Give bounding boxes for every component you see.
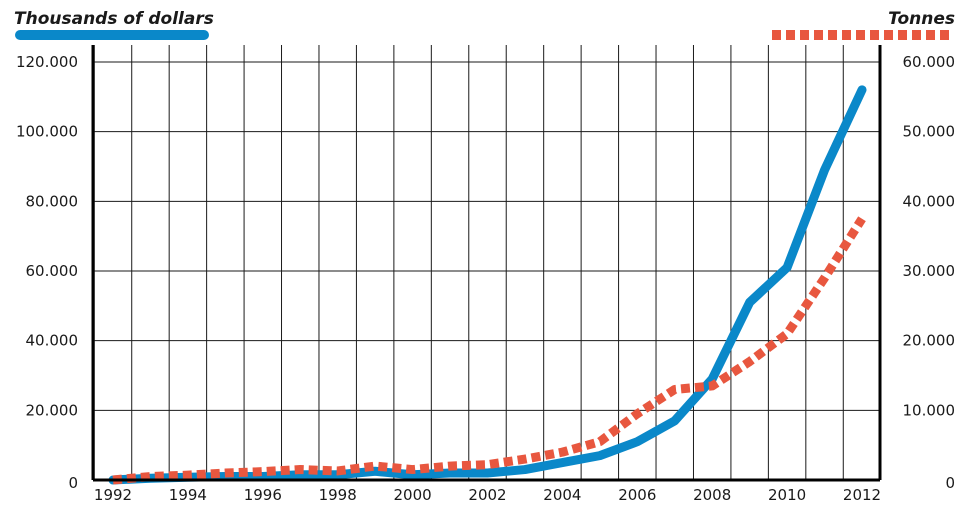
x-tick-label: 1994 bbox=[169, 486, 207, 504]
right-tick-label: 20.000 bbox=[903, 332, 956, 350]
left-tick-label: 80.000 bbox=[26, 192, 79, 210]
right-tick-label: 10.000 bbox=[903, 401, 956, 419]
left-tick-label: 20.000 bbox=[26, 401, 79, 419]
grid bbox=[93, 45, 880, 480]
right-axis-title: Tonnes bbox=[888, 9, 955, 29]
series-line-right bbox=[112, 216, 866, 485]
x-tick-label: 2008 bbox=[693, 486, 731, 504]
x-tick-label: 2002 bbox=[468, 486, 506, 504]
left-tick-label: 40.000 bbox=[26, 332, 79, 350]
x-tick-label: 1992 bbox=[94, 486, 132, 504]
x-tick-label: 2012 bbox=[843, 486, 881, 504]
left-axis-title: Thousands of dollars bbox=[14, 9, 214, 29]
x-tick-label: 2010 bbox=[768, 486, 806, 504]
x-tick-label: 2004 bbox=[543, 486, 581, 504]
right-tick-label: 30.000 bbox=[903, 262, 956, 280]
left-tick-label: 120.000 bbox=[16, 53, 78, 71]
right-tick-label: 40.000 bbox=[903, 192, 956, 210]
x-tick-label: 2006 bbox=[618, 486, 656, 504]
right-tick-label: 0 bbox=[945, 474, 955, 492]
x-tick-label: 1998 bbox=[319, 486, 357, 504]
left-tick-label: 0 bbox=[68, 474, 78, 492]
legend: Thousands of dollars Tonnes bbox=[14, 9, 955, 40]
x-tick-label: 2000 bbox=[394, 486, 432, 504]
right-tick-label: 50.000 bbox=[903, 123, 956, 141]
tick-labels: 0 20.000 40.000 60.000 80.000 100.000 120.000 0… bbox=[16, 53, 955, 504]
left-tick-label: 60.000 bbox=[26, 262, 79, 280]
series-group bbox=[108, 85, 867, 485]
series-line-left bbox=[108, 85, 867, 485]
right-tick-label: 60.000 bbox=[903, 53, 956, 71]
left-tick-label: 100.000 bbox=[16, 123, 78, 141]
x-tick-label: 1996 bbox=[244, 486, 282, 504]
axes bbox=[91, 45, 882, 482]
